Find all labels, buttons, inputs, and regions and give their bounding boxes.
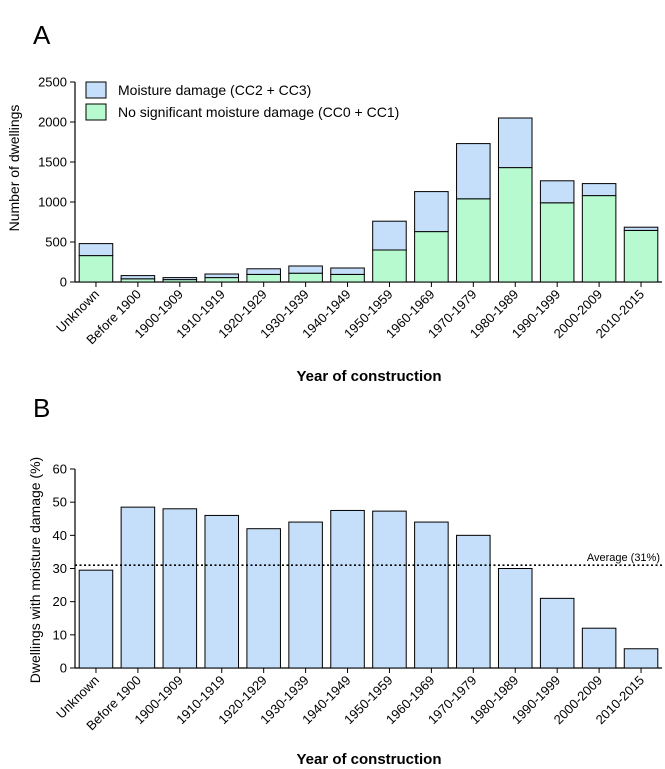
panel-b-y-tick-label: 20 <box>53 594 67 609</box>
panel-a-y-tick-label: 500 <box>45 235 67 250</box>
panel-b-bar <box>204 514 240 669</box>
panel-a-bar-moisture-damage <box>456 143 491 200</box>
panel-a-label: A <box>33 20 51 50</box>
panel-a-bar-no-moisture-damage <box>623 229 659 283</box>
panel-a-bar-moisture-damage <box>288 265 323 274</box>
panel-a-y-tick-label: 0 <box>60 275 67 290</box>
panel-b-bar <box>246 528 281 669</box>
legend-label-no-moisture-damage: No significant moisture damage (CC0 + CC… <box>118 104 399 120</box>
panel-a-x-axis-label: Year of construction <box>296 368 441 385</box>
panel-a-bar-moisture-damage <box>78 243 114 257</box>
panel-b-x-axis-label: Year of construction <box>296 751 441 768</box>
panel-a-bar-moisture-damage <box>539 180 575 204</box>
panel-a-bar-no-moisture-damage <box>372 249 407 283</box>
panel-b-bar <box>288 521 323 669</box>
legend-label-moisture-damage: Moisture damage (CC2 + CC3) <box>118 82 311 98</box>
panel-a-bar-moisture-damage <box>372 220 407 251</box>
panel-b-bar <box>414 521 449 669</box>
panel-b-y-tick-label: 0 <box>60 661 67 676</box>
panel-b-bar <box>120 506 156 669</box>
panel-b-bar <box>162 508 198 669</box>
panel-a-bar-no-moisture-damage <box>456 198 491 283</box>
panel-b-bar <box>623 648 659 669</box>
panel-b-bar <box>497 568 533 669</box>
panel-a-y-tick-label: 2000 <box>38 115 67 130</box>
panel-a-bar-no-moisture-damage <box>246 273 281 283</box>
panel-b-bar <box>372 510 407 669</box>
panel-a-bar-moisture-damage <box>623 226 659 231</box>
panel-b-y-tick-label: 30 <box>53 561 67 576</box>
panel-a-y-tick-label: 1500 <box>38 155 67 170</box>
panel-b-bar <box>330 509 365 669</box>
panel-a-bar-no-moisture-damage <box>78 255 114 283</box>
panel-b-y-tick-label: 40 <box>53 528 67 543</box>
panel-a-bar-no-moisture-damage <box>581 195 617 283</box>
panel-a-bar-moisture-damage <box>414 191 449 233</box>
panel-a-bar-moisture-damage <box>497 117 533 169</box>
panel-a-bar-moisture-damage <box>246 268 281 275</box>
panel-b-bar <box>581 627 617 669</box>
panel-a-bar-moisture-damage <box>581 183 617 197</box>
panel-a-bar-no-moisture-damage <box>204 277 240 283</box>
panel-a-bar-no-moisture-damage <box>497 167 533 283</box>
panel-b-y-axis-label: Dwellings with moisture damage (%) <box>27 457 43 683</box>
panel-a-bar-moisture-damage <box>120 275 156 280</box>
panel-b-bar <box>456 534 491 669</box>
legend-swatch-moisture-damage <box>85 81 107 99</box>
panel-b-y-tick-label: 50 <box>53 495 67 510</box>
panel-b-y-tick-label: 60 <box>53 462 67 477</box>
panel-b-bar <box>539 597 575 669</box>
panel-a-y-tick-label: 2500 <box>38 75 67 90</box>
panel-a-y-axis-label: Number of dwellings <box>6 105 22 232</box>
panel-b-y-tick-label: 10 <box>53 627 67 642</box>
panel-a-bar-moisture-damage <box>204 273 240 279</box>
panel-a-bar-no-moisture-damage <box>539 202 575 283</box>
panel-a-legend: Moisture damage (CC2 + CC3) No significa… <box>85 81 399 121</box>
panel-a-y-tick-label: 1000 <box>38 195 67 210</box>
panel-b-bar <box>78 569 114 669</box>
panel-b-average-label: Average (31%) <box>587 552 660 564</box>
panel-a-bar-moisture-damage <box>162 277 198 281</box>
panel-a-bar-no-moisture-damage <box>414 231 449 283</box>
panel-a-bar-no-moisture-damage <box>330 273 365 283</box>
panel-b-label: B <box>33 393 50 423</box>
panel-a-bar-no-moisture-damage <box>288 272 323 283</box>
legend-swatch-no-moisture-damage <box>85 103 107 121</box>
panel-a-bar-moisture-damage <box>330 267 365 275</box>
